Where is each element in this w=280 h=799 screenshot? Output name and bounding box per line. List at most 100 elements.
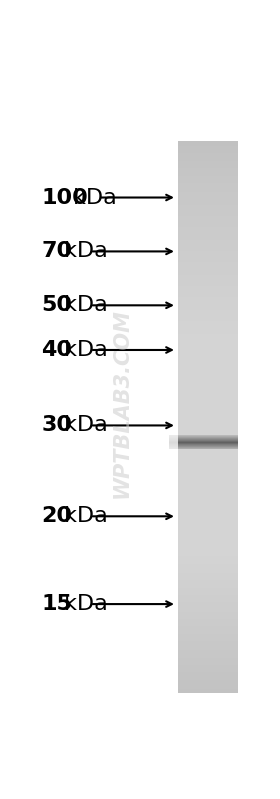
Bar xyxy=(178,531,238,532)
Bar xyxy=(178,578,238,580)
Bar xyxy=(178,586,238,588)
Bar xyxy=(178,654,238,656)
Bar xyxy=(178,511,238,512)
Bar xyxy=(178,396,238,398)
Bar xyxy=(178,415,238,416)
Bar xyxy=(178,341,238,343)
Bar xyxy=(178,602,238,604)
Bar xyxy=(178,279,238,280)
Bar xyxy=(178,216,238,218)
Bar xyxy=(178,662,238,663)
Bar xyxy=(178,400,238,402)
Bar xyxy=(178,218,238,220)
Bar xyxy=(178,474,238,475)
Text: kDa: kDa xyxy=(57,415,108,435)
Bar xyxy=(178,166,238,168)
Bar xyxy=(178,440,238,443)
Bar xyxy=(178,439,238,440)
Bar xyxy=(178,634,238,635)
Bar xyxy=(178,264,238,266)
Bar xyxy=(178,546,238,547)
Bar xyxy=(178,389,238,391)
Bar xyxy=(178,348,238,350)
Bar xyxy=(178,249,238,251)
Bar xyxy=(178,475,238,477)
Bar xyxy=(178,361,238,364)
Bar xyxy=(178,256,238,258)
Bar xyxy=(178,337,238,340)
Bar xyxy=(178,562,238,564)
Bar xyxy=(178,368,238,371)
Bar xyxy=(178,459,238,461)
Bar xyxy=(178,588,238,590)
Bar xyxy=(178,220,238,221)
Text: WPTBLAB3.COM: WPTBLAB3.COM xyxy=(112,308,132,499)
Bar xyxy=(178,240,238,242)
Bar xyxy=(178,667,238,669)
Bar xyxy=(178,433,238,435)
Bar xyxy=(178,683,238,686)
Bar xyxy=(178,622,238,625)
Bar xyxy=(178,645,238,646)
Bar xyxy=(178,630,238,632)
Bar xyxy=(178,422,238,424)
Bar xyxy=(178,691,238,693)
Bar xyxy=(178,371,238,372)
Bar xyxy=(178,288,238,289)
Bar xyxy=(178,286,238,288)
Text: kDa: kDa xyxy=(57,340,108,360)
Bar xyxy=(178,319,238,321)
Bar xyxy=(178,582,238,584)
Bar xyxy=(178,663,238,665)
Bar xyxy=(178,161,238,163)
Bar xyxy=(178,673,238,674)
Bar xyxy=(178,197,238,200)
Bar xyxy=(178,201,238,203)
Bar xyxy=(178,388,238,389)
Bar xyxy=(178,327,238,328)
Bar xyxy=(178,384,238,385)
Bar xyxy=(178,529,238,531)
Bar xyxy=(178,453,238,455)
Bar xyxy=(178,245,238,247)
Bar xyxy=(178,471,238,474)
Bar xyxy=(178,407,238,409)
Bar xyxy=(178,680,238,682)
Bar xyxy=(178,233,238,234)
Bar xyxy=(178,635,238,638)
Bar xyxy=(178,424,238,426)
Bar xyxy=(178,321,238,323)
Bar xyxy=(178,501,238,503)
Bar xyxy=(178,170,238,172)
Bar xyxy=(178,317,238,319)
Bar xyxy=(178,559,238,560)
Bar xyxy=(178,260,238,262)
Bar xyxy=(178,221,238,224)
Bar xyxy=(178,643,238,645)
Text: kDa: kDa xyxy=(57,507,108,527)
Bar xyxy=(178,467,238,468)
Bar xyxy=(178,293,238,295)
Bar xyxy=(178,543,238,546)
Bar xyxy=(178,297,238,299)
Bar xyxy=(178,488,238,491)
Bar xyxy=(178,209,238,210)
Bar xyxy=(178,194,238,196)
Bar xyxy=(178,382,238,384)
Bar xyxy=(178,556,238,559)
Bar xyxy=(178,177,238,179)
Bar xyxy=(178,391,238,392)
Bar xyxy=(178,626,238,628)
Bar xyxy=(178,590,238,591)
Bar xyxy=(178,347,238,348)
Bar xyxy=(178,514,238,516)
Bar xyxy=(178,411,238,413)
Bar xyxy=(178,571,238,573)
Bar xyxy=(178,316,238,317)
Bar xyxy=(178,168,238,170)
Bar xyxy=(178,625,238,626)
Bar xyxy=(178,255,238,256)
Bar xyxy=(178,376,238,378)
Bar xyxy=(178,676,238,678)
Bar xyxy=(178,146,238,148)
